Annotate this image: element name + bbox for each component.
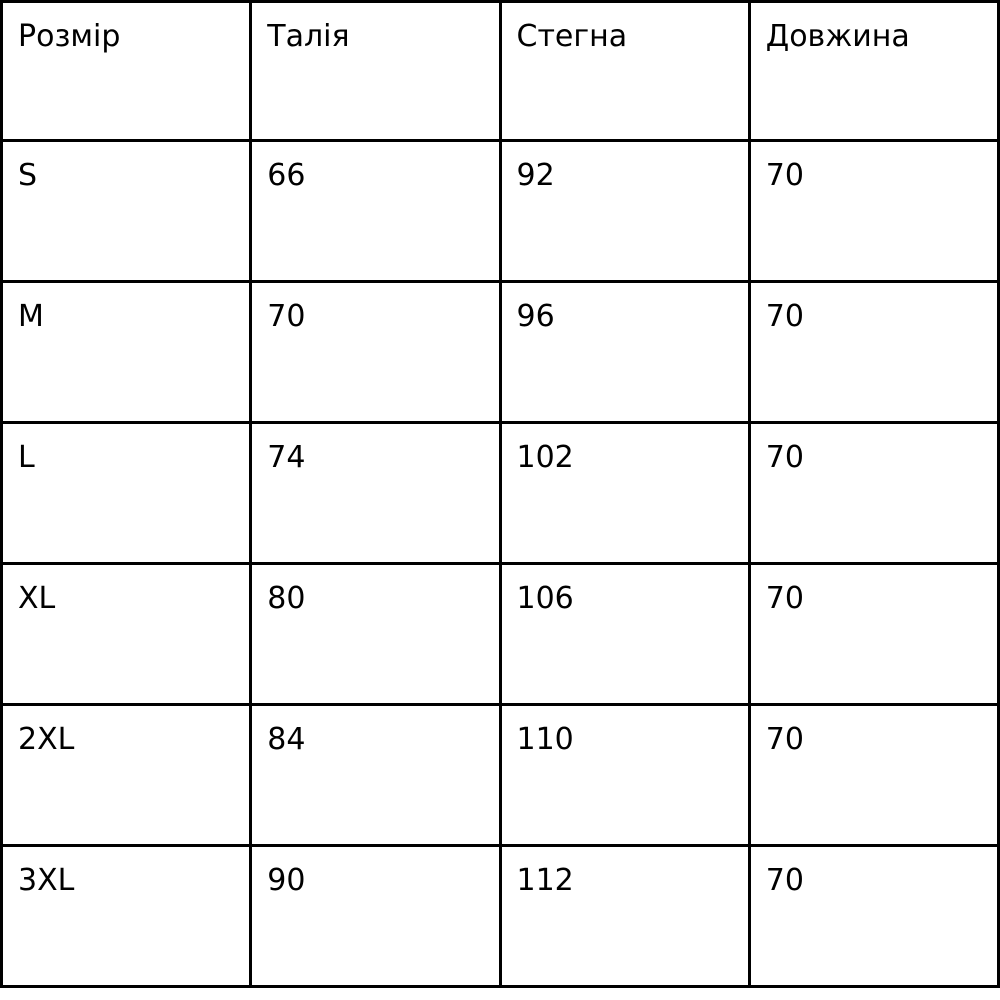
cell-hips: 92 bbox=[498, 139, 751, 283]
cell-waist: 80 bbox=[249, 562, 502, 706]
header-waist: Талія bbox=[249, 0, 502, 142]
cell-waist: 70 bbox=[249, 280, 502, 424]
table-row: XL 80 106 70 bbox=[0, 562, 1000, 706]
cell-hips: 112 bbox=[498, 844, 751, 988]
header-size: Розмір bbox=[0, 0, 253, 142]
cell-size: L bbox=[0, 421, 253, 565]
header-length: Довжина bbox=[747, 0, 1000, 142]
cell-waist: 74 bbox=[249, 421, 502, 565]
cell-length: 70 bbox=[747, 562, 1000, 706]
cell-length: 70 bbox=[747, 703, 1000, 847]
cell-hips: 106 bbox=[498, 562, 751, 706]
cell-hips: 102 bbox=[498, 421, 751, 565]
table-row: S 66 92 70 bbox=[0, 139, 1000, 283]
cell-length: 70 bbox=[747, 280, 1000, 424]
cell-size: XL bbox=[0, 562, 253, 706]
table-row: L 74 102 70 bbox=[0, 421, 1000, 565]
cell-waist: 90 bbox=[249, 844, 502, 988]
cell-hips: 96 bbox=[498, 280, 751, 424]
header-hips: Стегна bbox=[498, 0, 751, 142]
cell-length: 70 bbox=[747, 139, 1000, 283]
cell-waist: 66 bbox=[249, 139, 502, 283]
cell-hips: 110 bbox=[498, 703, 751, 847]
cell-length: 70 bbox=[747, 421, 1000, 565]
cell-waist: 84 bbox=[249, 703, 502, 847]
cell-size: M bbox=[0, 280, 253, 424]
table-row: 2XL 84 110 70 bbox=[0, 703, 1000, 847]
cell-size: S bbox=[0, 139, 253, 283]
table-row: M 70 96 70 bbox=[0, 280, 1000, 424]
cell-length: 70 bbox=[747, 844, 1000, 988]
cell-size: 3XL bbox=[0, 844, 253, 988]
table-row: 3XL 90 112 70 bbox=[0, 844, 1000, 988]
table-header-row: Розмір Талія Стегна Довжина bbox=[0, 0, 1000, 142]
cell-size: 2XL bbox=[0, 703, 253, 847]
